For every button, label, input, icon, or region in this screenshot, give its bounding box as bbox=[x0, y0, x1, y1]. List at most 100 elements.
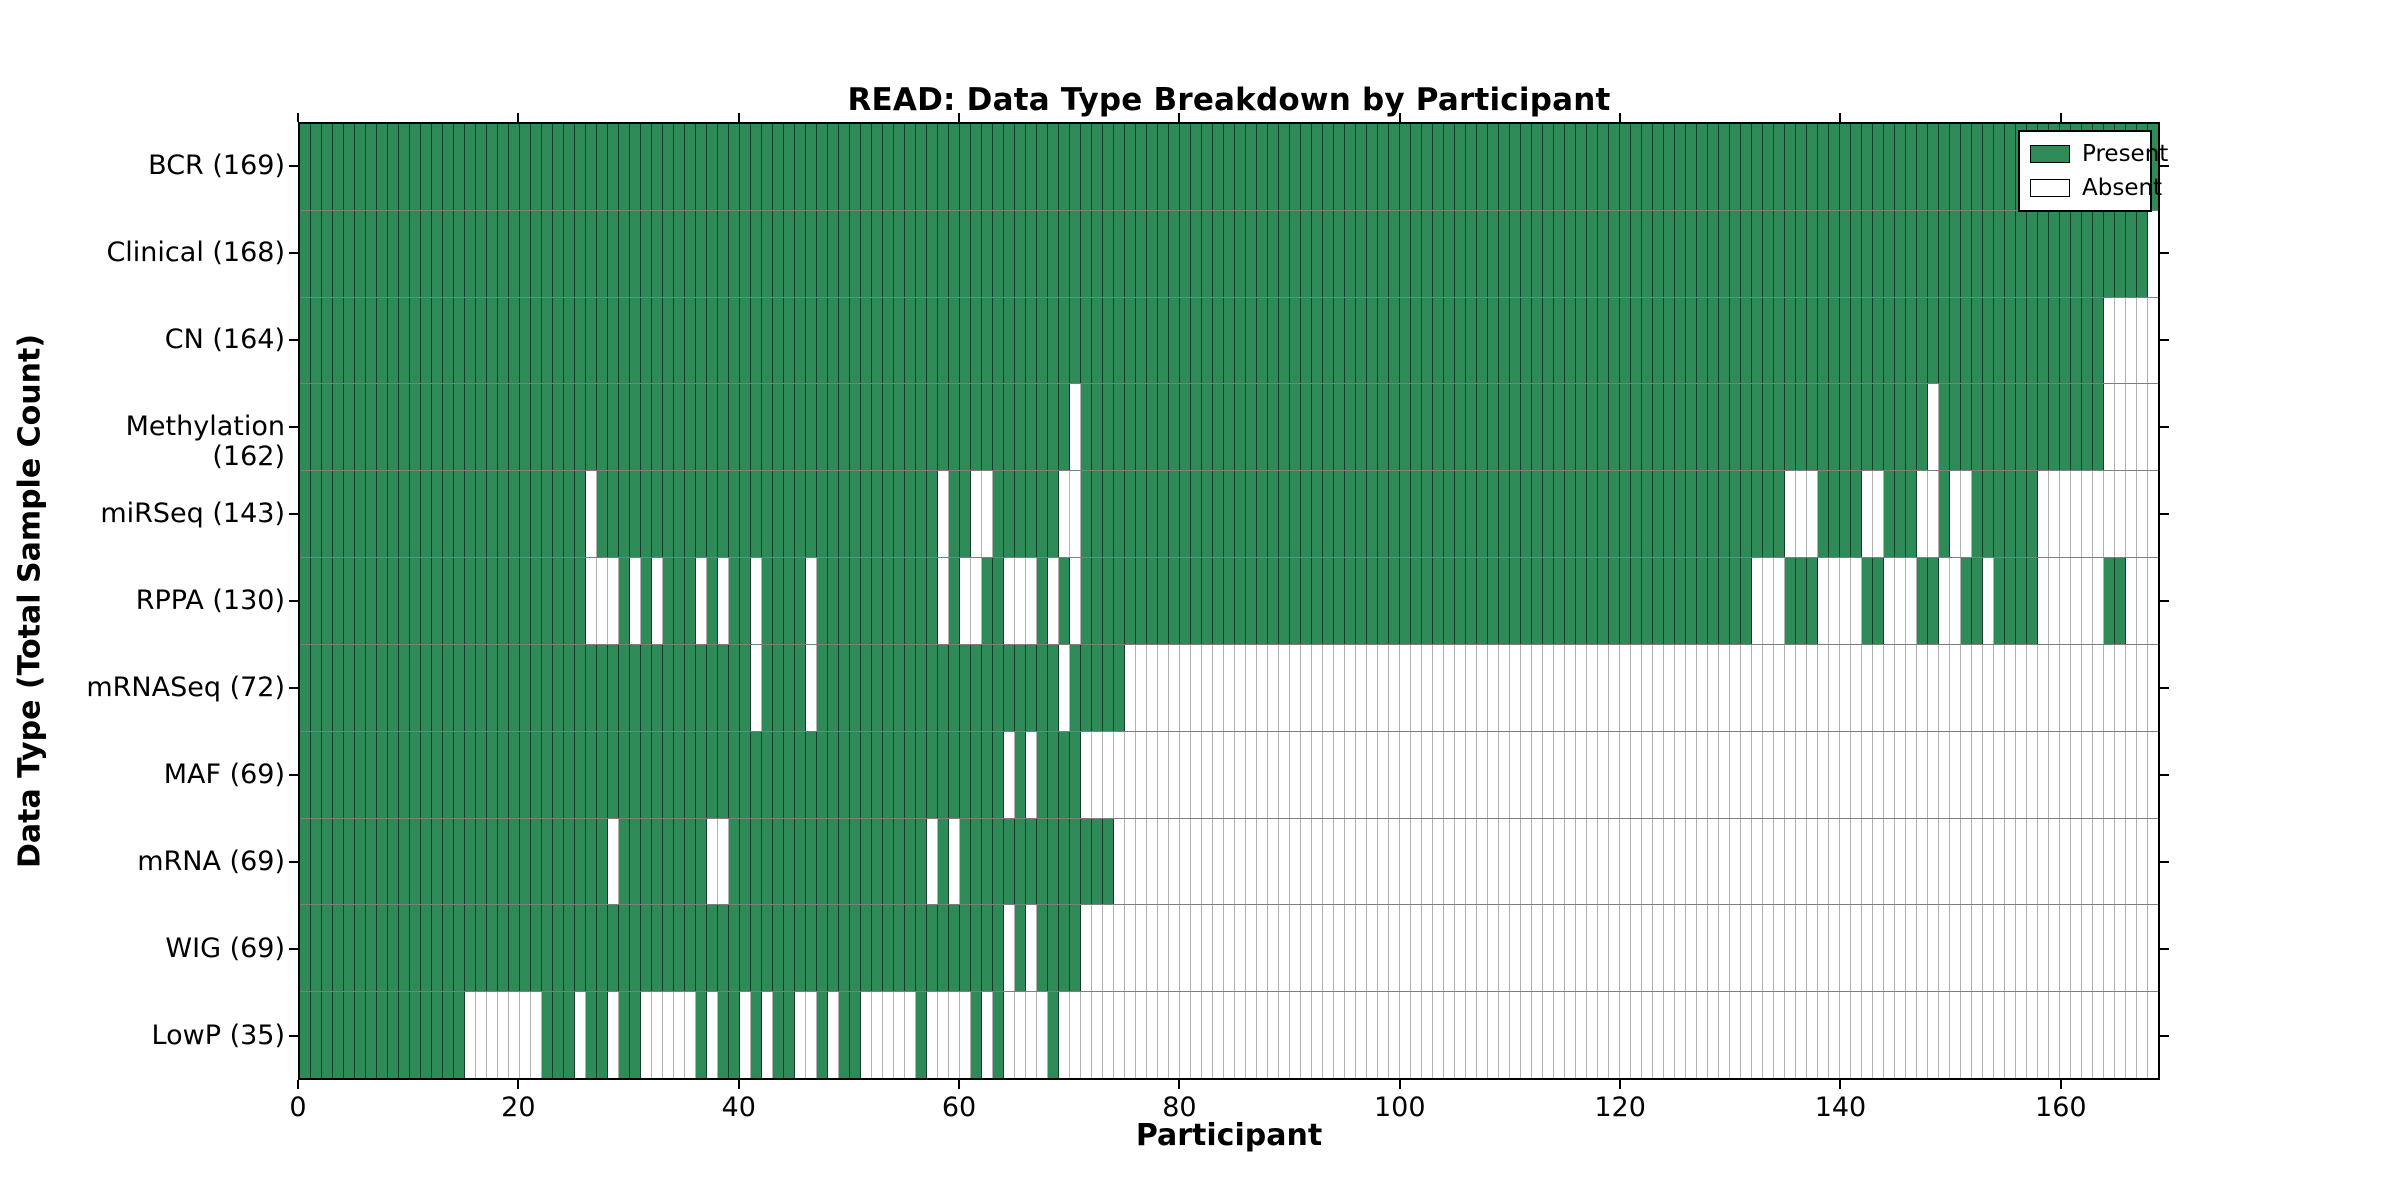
heatmap-cell bbox=[465, 124, 476, 210]
heatmap-cell bbox=[388, 992, 399, 1078]
heatmap-cell bbox=[1070, 384, 1081, 471]
heatmap-cell bbox=[520, 210, 531, 297]
heatmap-cell bbox=[1092, 297, 1103, 384]
heatmap-cell bbox=[344, 818, 355, 905]
heatmap-cell bbox=[300, 992, 311, 1078]
heatmap-cell bbox=[1950, 818, 1961, 905]
heatmap-cell bbox=[1763, 558, 1774, 644]
x-tick-mark bbox=[2059, 1080, 2062, 1089]
heatmap-cell bbox=[729, 384, 740, 471]
heatmap-cell bbox=[1906, 731, 1917, 818]
heatmap-cell bbox=[707, 905, 718, 992]
heatmap-cell bbox=[509, 731, 520, 818]
heatmap-cell bbox=[1653, 124, 1664, 210]
heatmap-cell bbox=[1653, 731, 1664, 818]
heatmap-cell bbox=[652, 297, 663, 384]
heatmap-cell bbox=[1389, 644, 1400, 731]
heatmap-cell bbox=[388, 731, 399, 818]
heatmap-cell bbox=[1587, 471, 1598, 558]
heatmap-cell bbox=[300, 471, 311, 558]
heatmap-cell bbox=[894, 818, 905, 905]
heatmap-cell bbox=[333, 644, 344, 731]
heatmap-cell bbox=[751, 558, 762, 644]
heatmap-cell bbox=[2126, 384, 2137, 471]
heatmap-cell bbox=[1895, 558, 1906, 644]
heatmap-cell bbox=[1312, 124, 1323, 210]
heatmap-cell bbox=[828, 992, 839, 1078]
heatmap-cell bbox=[1246, 558, 1257, 644]
heatmap-cell bbox=[1048, 644, 1059, 731]
heatmap-cell bbox=[1939, 297, 1950, 384]
heatmap-cell bbox=[421, 644, 432, 731]
heatmap-cell bbox=[1917, 992, 1928, 1078]
heatmap-cell bbox=[1180, 384, 1191, 471]
heatmap-cell bbox=[1983, 731, 1994, 818]
heatmap-cell bbox=[1048, 818, 1059, 905]
heatmap-cell bbox=[1048, 731, 1059, 818]
heatmap-cell bbox=[1807, 384, 1818, 471]
heatmap-cell bbox=[828, 558, 839, 644]
heatmap-cell bbox=[1873, 905, 1884, 992]
heatmap-cell bbox=[2071, 992, 2082, 1078]
heatmap-cell bbox=[366, 384, 377, 471]
heatmap-cell bbox=[1235, 210, 1246, 297]
heatmap-cell bbox=[1037, 124, 1048, 210]
heatmap-cell bbox=[1862, 905, 1873, 992]
heatmap-cell bbox=[1884, 644, 1895, 731]
heatmap-cell bbox=[1884, 992, 1895, 1078]
heatmap-cell bbox=[663, 124, 674, 210]
heatmap-cell bbox=[1565, 644, 1576, 731]
heatmap-cell bbox=[938, 297, 949, 384]
heatmap-cell bbox=[1213, 471, 1224, 558]
heatmap-cell bbox=[1070, 558, 1081, 644]
heatmap-cell bbox=[1774, 297, 1785, 384]
heatmap-cell bbox=[685, 731, 696, 818]
heatmap-cell bbox=[333, 210, 344, 297]
heatmap-cell bbox=[729, 731, 740, 818]
heatmap-cell bbox=[1466, 905, 1477, 992]
heatmap-cell bbox=[850, 905, 861, 992]
heatmap-cell bbox=[1521, 558, 1532, 644]
heatmap-cell bbox=[432, 384, 443, 471]
heatmap-cell bbox=[1048, 297, 1059, 384]
heatmap-cell bbox=[2115, 905, 2126, 992]
heatmap-cell bbox=[1741, 471, 1752, 558]
heatmap-cell bbox=[1510, 297, 1521, 384]
heatmap-cell bbox=[1389, 124, 1400, 210]
heatmap-cell bbox=[971, 558, 982, 644]
heatmap-cell bbox=[883, 558, 894, 644]
heatmap-cell bbox=[1455, 905, 1466, 992]
heatmap-cell bbox=[2049, 905, 2060, 992]
heatmap-cell bbox=[696, 731, 707, 818]
heatmap-cell bbox=[366, 297, 377, 384]
heatmap-cell bbox=[1312, 731, 1323, 818]
heatmap-cell bbox=[938, 471, 949, 558]
heatmap-cell bbox=[2049, 644, 2060, 731]
heatmap-cell bbox=[707, 818, 718, 905]
heatmap-cell bbox=[1136, 124, 1147, 210]
heatmap-cell bbox=[1829, 558, 1840, 644]
heatmap-cell bbox=[1840, 124, 1851, 210]
heatmap-cell bbox=[1840, 644, 1851, 731]
heatmap-cell bbox=[839, 644, 850, 731]
x-tick-mark bbox=[958, 1080, 961, 1089]
heatmap-cell bbox=[1697, 818, 1708, 905]
heatmap-cell bbox=[1741, 992, 1752, 1078]
heatmap-cell bbox=[1499, 210, 1510, 297]
heatmap-cell bbox=[454, 471, 465, 558]
heatmap-cell bbox=[1081, 471, 1092, 558]
heatmap-cell bbox=[476, 644, 487, 731]
heatmap-cell bbox=[564, 992, 575, 1078]
heatmap-cell bbox=[1092, 644, 1103, 731]
heatmap-cell bbox=[1400, 210, 1411, 297]
heatmap-cell bbox=[1917, 384, 1928, 471]
heatmap-cell bbox=[454, 210, 465, 297]
heatmap-cell bbox=[1741, 905, 1752, 992]
heatmap-cell bbox=[2071, 905, 2082, 992]
heatmap-cell bbox=[1444, 384, 1455, 471]
heatmap-cell bbox=[1268, 471, 1279, 558]
heatmap-cell bbox=[1609, 471, 1620, 558]
heatmap-cell bbox=[1587, 297, 1598, 384]
heatmap-cell bbox=[773, 818, 784, 905]
heatmap-cell bbox=[817, 297, 828, 384]
